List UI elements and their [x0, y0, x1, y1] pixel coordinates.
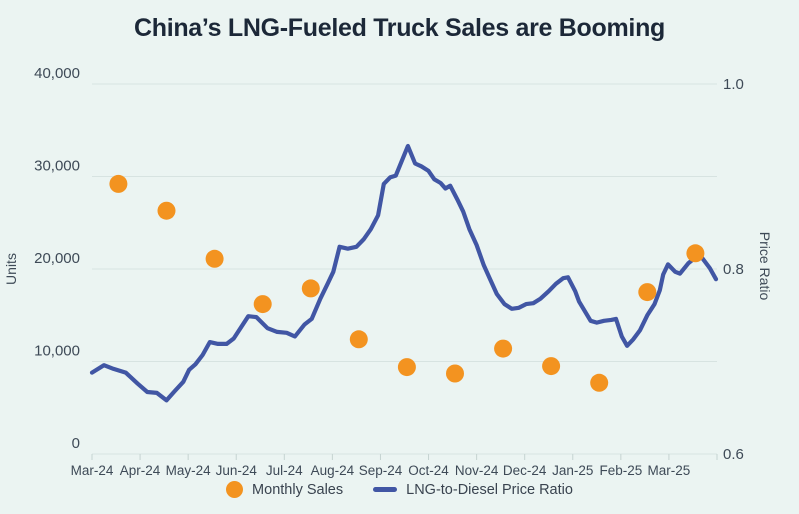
sales-dot-marker-icon	[226, 481, 244, 498]
left-axis-tick-label: 10,000	[34, 343, 80, 360]
sales-dot	[253, 295, 272, 314]
x-axis-label: Sep-24	[359, 463, 403, 478]
x-ticks-layer	[91, 454, 718, 460]
sales-dot	[446, 364, 464, 383]
x-axis-label: Oct-24	[408, 463, 449, 478]
x-axis-label: Nov-24	[455, 463, 499, 478]
x-axis-label: Mar-24	[71, 463, 114, 478]
x-axis-label: Apr-24	[120, 463, 161, 478]
sales-dot	[157, 201, 176, 220]
right-axis-tick-label: 0.8	[723, 261, 744, 278]
left-axis-tick-label: 40,000	[34, 65, 80, 82]
ratio-line	[89, 143, 719, 403]
chart-legend: Monthly Sales LNG-to-Diesel Price Ratio	[0, 481, 799, 498]
left-axis-title: Units	[3, 253, 19, 285]
left-axis-tick-label: 20,000	[34, 250, 80, 267]
sales-dot	[301, 279, 320, 298]
right-axis-title: Price Ratio	[757, 232, 773, 301]
x-axis-label: Aug-24	[311, 463, 355, 478]
page-title: China’s LNG-Fueled Truck Sales are Boomi…	[133, 14, 666, 42]
gridlines-layer	[92, 83, 717, 455]
left-axis-tick-label: 0	[72, 435, 80, 452]
legend-label: Monthly Sales	[252, 481, 344, 498]
right-axis-tick-label: 0.6	[723, 446, 744, 463]
right-axis-tick-label: 1.0	[723, 76, 744, 93]
sales-dot	[638, 283, 657, 302]
x-axis-label: May-24	[166, 463, 212, 478]
sales-dot	[494, 339, 513, 358]
sales-dot	[397, 358, 416, 377]
legend-item-monthly-sales[interactable]: Monthly Sales	[226, 481, 343, 498]
x-axis-label: Jul-24	[266, 463, 303, 478]
left-axis-tick-label: 30,000	[34, 158, 80, 175]
sales-dot	[542, 357, 561, 376]
sales-dot	[686, 244, 705, 263]
ratio-line-marker-icon	[373, 487, 398, 492]
sales-dot	[590, 373, 609, 392]
sales-dot	[349, 330, 368, 349]
axis-labels-layer: 0 10,000 20,000 30,000 40,000 0.6 0.8 1.0 Mar-24…	[34, 65, 744, 478]
legend-item-price-ratio[interactable]: LNG-to-Diesel Price Ratio	[373, 482, 573, 498]
x-axis-label: Feb-25	[599, 463, 642, 478]
sales-dot	[205, 249, 224, 268]
x-axis-label: Jun-24	[216, 463, 258, 478]
legend-label: LNG-to-Diesel Price Ratio	[406, 481, 573, 498]
x-axis-label: Dec-24	[503, 463, 547, 478]
x-axis-label: Jan-25	[552, 463, 593, 478]
x-axis-label: Mar-25	[648, 463, 691, 478]
series-layer	[89, 143, 719, 403]
sales-dot	[109, 174, 128, 193]
